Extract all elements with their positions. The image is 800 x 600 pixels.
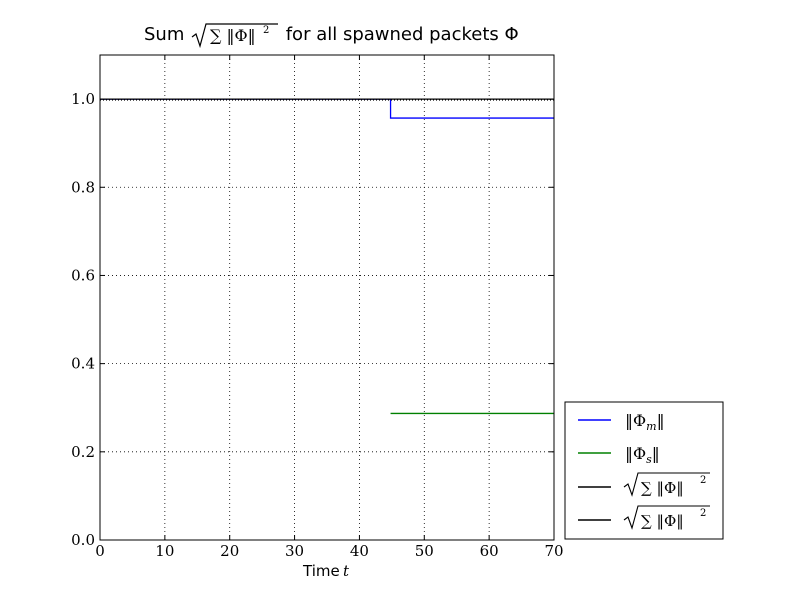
y-tick-label: 0.0: [71, 531, 95, 549]
legend-sqrt-sign: [623, 505, 710, 530]
ticks: [99, 55, 555, 541]
plot-background: [100, 55, 554, 540]
legend-label: ∑ ‖Φ‖: [641, 512, 684, 530]
legend-item: ‖Φs‖: [578, 444, 660, 466]
x-tick-label: 40: [350, 542, 369, 560]
legend: ‖Φm‖ ‖Φs‖ ∑ ‖Φ‖ 2 ∑ ‖Φ‖ 2: [564, 401, 724, 540]
x-tick-label: 60: [480, 542, 499, 560]
title-sum-sup: 2: [263, 25, 269, 36]
x-tick-label: 30: [285, 542, 304, 560]
y-tick-label: 0.6: [71, 266, 95, 284]
title-sum-expr: ∑ ‖Φ‖: [210, 26, 256, 45]
title-suffix: for all spawned packets Φ: [280, 24, 519, 45]
x-tick-label: 10: [155, 542, 174, 560]
x-axis-label-text: Time: [302, 562, 344, 580]
x-tick-label: 20: [220, 542, 239, 560]
x-tick-labels: 0 10 20 30 40 50 60 70: [95, 542, 563, 560]
x-tick-label: 50: [415, 542, 434, 560]
y-tick-label: 1.0: [71, 90, 95, 108]
y-tick-label: 0.2: [71, 443, 95, 461]
x-tick-label: 0: [95, 542, 105, 560]
series-layer: [100, 98, 554, 415]
grid: [100, 55, 554, 540]
title-prefix: Sum: [144, 24, 190, 45]
legend-label-sup: 2: [700, 475, 706, 486]
legend-label: ‖Φm‖: [625, 411, 665, 433]
title-sqrt-sign: [191, 23, 278, 49]
plot-area: 0 10 20 30 40 50 60 70 0.0 0.2 0.4 0.6 0.8 1.0: [71, 54, 564, 560]
y-tick-label: 0.8: [71, 178, 95, 196]
x-axis-label: Time t: [302, 562, 350, 580]
legend-label: ‖Φs‖: [625, 444, 660, 466]
x-axis-label-var: t: [343, 562, 350, 580]
legend-box: [564, 401, 724, 540]
legend-sqrt-sign: [623, 472, 710, 497]
legend-item: ‖Φm‖: [578, 411, 665, 433]
chart-title: Sum ∑ ‖Φ‖ 2 for all spawned packets Φ: [144, 23, 519, 49]
x-tick-label: 70: [544, 542, 563, 560]
plot-frame: [99, 54, 555, 541]
legend-item: ∑ ‖Φ‖ 2: [578, 472, 710, 497]
y-tick-labels: 0.0 0.2 0.4 0.6 0.8 1.0: [71, 90, 95, 549]
y-tick-label: 0.4: [71, 355, 95, 373]
legend-label: ∑ ‖Φ‖: [641, 479, 684, 497]
legend-item: ∑ ‖Φ‖ 2: [578, 505, 710, 530]
legend-label-sup: 2: [700, 508, 706, 519]
